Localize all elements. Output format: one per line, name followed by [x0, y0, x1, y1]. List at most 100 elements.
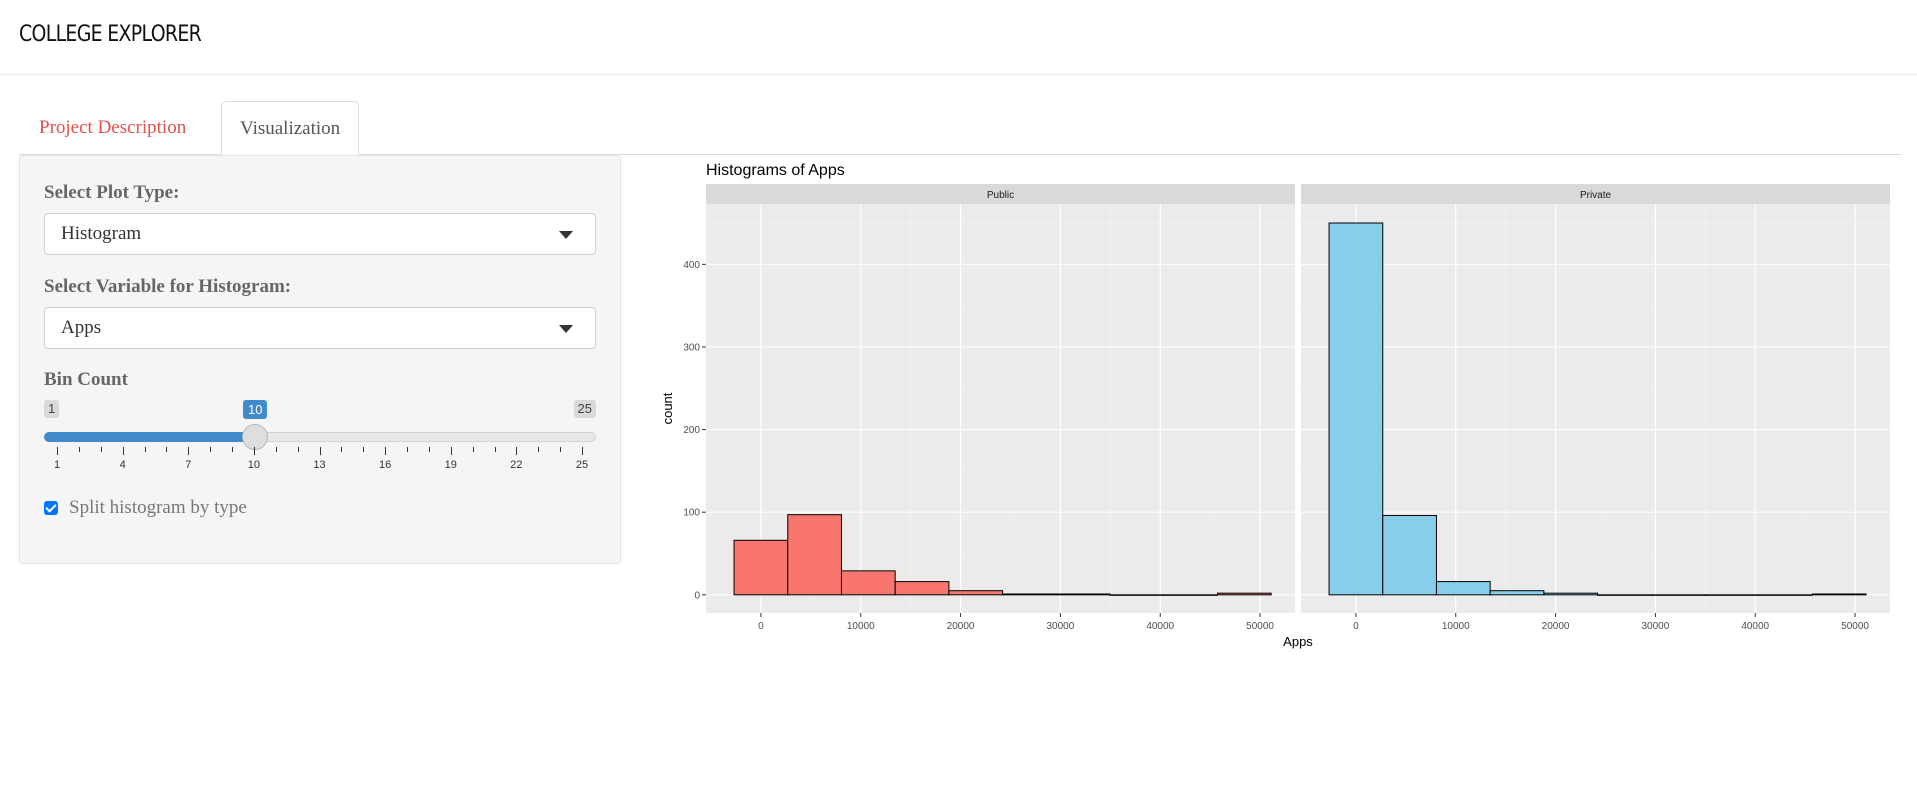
split-histogram-label: Split histogram by type [69, 497, 247, 518]
x-tick-label: 10000 [847, 621, 875, 632]
slider-tick-label: 4 [119, 459, 126, 471]
slider-minor-tick [560, 447, 562, 452]
variable-value: Apps [61, 317, 102, 338]
tab-visualization[interactable]: Visualization [221, 101, 360, 155]
slider-minor-tick [166, 447, 168, 452]
slider-minor-tick [100, 447, 102, 452]
checkbox-checked-icon[interactable] [44, 501, 58, 515]
facet-strip-label: Public [987, 190, 1014, 201]
slider-max-label: 25 [573, 400, 596, 418]
y-tick-label: 400 [683, 260, 700, 271]
slider-minor-tick [232, 447, 233, 452]
plot-type-value: Histogram [61, 223, 142, 244]
slider-tick-label: 10 [247, 459, 260, 471]
plot-type-label: Select Plot Type: [44, 182, 180, 203]
slider-tick-label: 22 [510, 459, 523, 471]
x-tick-label: 0 [758, 621, 764, 632]
chevron-down-icon [559, 231, 573, 239]
x-tick-label: 50000 [1841, 621, 1869, 632]
y-tick-label: 0 [694, 590, 700, 601]
slider-minor-tick [428, 447, 430, 452]
histogram-bar [1055, 593, 1111, 596]
facet-strip-label: Private [1580, 190, 1612, 201]
slider-minor-tick [144, 447, 146, 452]
bin-count-label: Bin Count [44, 369, 128, 390]
slider-major-tick [385, 447, 387, 455]
slider-major-tick [582, 447, 583, 455]
histogram-bar [1328, 222, 1384, 596]
slider-major-tick [122, 447, 124, 455]
slider-major-tick [450, 447, 452, 455]
x-tick-label: 40000 [1146, 621, 1174, 632]
y-tick-label: 200 [683, 425, 700, 436]
slider-major-tick [188, 447, 190, 455]
facet-strip [1301, 184, 1890, 204]
slider-tick-label: 7 [185, 459, 192, 471]
histogram-bar [1489, 590, 1545, 596]
plot-type-select[interactable]: Histogram [44, 213, 596, 255]
histogram-bar [1216, 592, 1272, 596]
bin-count-slider[interactable]: 1 25 10 1 4 7 10 13 16 19 22 25 [44, 400, 598, 471]
x-axis-label: Apps [1283, 634, 1313, 649]
slider-value-badge: 10 [243, 400, 268, 419]
slider-tick-label: 25 [575, 459, 589, 471]
histogram-bar [1758, 594, 1813, 596]
app-title: COLLEGE EXPLORER [19, 22, 202, 47]
slider-major-tick [253, 447, 255, 455]
slider-major-tick [516, 447, 518, 455]
slider-tick-label: 16 [379, 459, 392, 471]
slider-handle[interactable] [242, 424, 268, 450]
slider-tick-label: 19 [444, 459, 457, 471]
slider-major-tick [319, 447, 321, 455]
x-tick-label: 30000 [1046, 621, 1074, 632]
histogram-bar [733, 539, 789, 596]
histogram-bar [1002, 593, 1057, 596]
histogram-bar [840, 570, 896, 596]
slider-tick-label: 1 [53, 459, 61, 471]
slider-minor-tick [494, 447, 496, 452]
x-tick-label: 20000 [947, 621, 975, 632]
histogram-bar [1543, 592, 1599, 596]
histogram-bar [787, 514, 842, 596]
slider-minor-tick [472, 447, 474, 452]
y-axis-label: count [660, 392, 675, 424]
navbar: COLLEGE EXPLORER [0, 0, 1917, 75]
slider-minor-tick [538, 447, 540, 452]
slider-tick-label: 13 [313, 459, 326, 471]
x-tick-label: 20000 [1542, 621, 1570, 632]
x-tick-label: 30000 [1641, 621, 1669, 632]
histogram-bar [948, 590, 1004, 596]
y-tick-label: 100 [683, 508, 700, 519]
histogram-bar [1435, 581, 1491, 596]
x-tick-label: 50000 [1246, 621, 1274, 632]
slider-minor-tick [341, 447, 343, 452]
slider-ticks: 1 4 7 10 13 16 19 22 25 [44, 447, 598, 477]
variable-label: Select Variable for Histogram: [44, 276, 292, 297]
slider-minor-tick [297, 447, 299, 452]
tab-project-description[interactable]: Project Description [39, 117, 187, 138]
x-tick-label: 10000 [1442, 621, 1470, 632]
x-tick-label: 0 [1353, 621, 1359, 632]
x-tick-label: 40000 [1741, 621, 1769, 632]
histogram-bar [1109, 594, 1165, 596]
slider-minor-tick [78, 447, 80, 452]
histogram-bar [894, 581, 950, 596]
histogram-bar [1704, 594, 1760, 596]
sidebar-panel: Select Plot Type: Histogram Select Varia… [19, 155, 621, 564]
slider-minor-tick [407, 447, 408, 452]
slider-minor-tick [210, 447, 212, 452]
chevron-down-icon [559, 325, 573, 333]
slider-minor-tick [363, 447, 365, 452]
histogram-bar [1382, 515, 1437, 596]
slider-major-tick [57, 447, 58, 455]
chart-title: Histograms of Apps [706, 162, 845, 179]
variable-select[interactable]: Apps [44, 307, 596, 349]
histogram-bar [1650, 594, 1706, 596]
slider-minor-tick [275, 447, 277, 452]
slider-fill [44, 432, 255, 442]
histogram-bar [1597, 594, 1652, 596]
facet-strip [706, 184, 1295, 204]
slider-min-label: 1 [44, 400, 60, 418]
tab-bar: Project Description Visualization [19, 101, 1901, 155]
